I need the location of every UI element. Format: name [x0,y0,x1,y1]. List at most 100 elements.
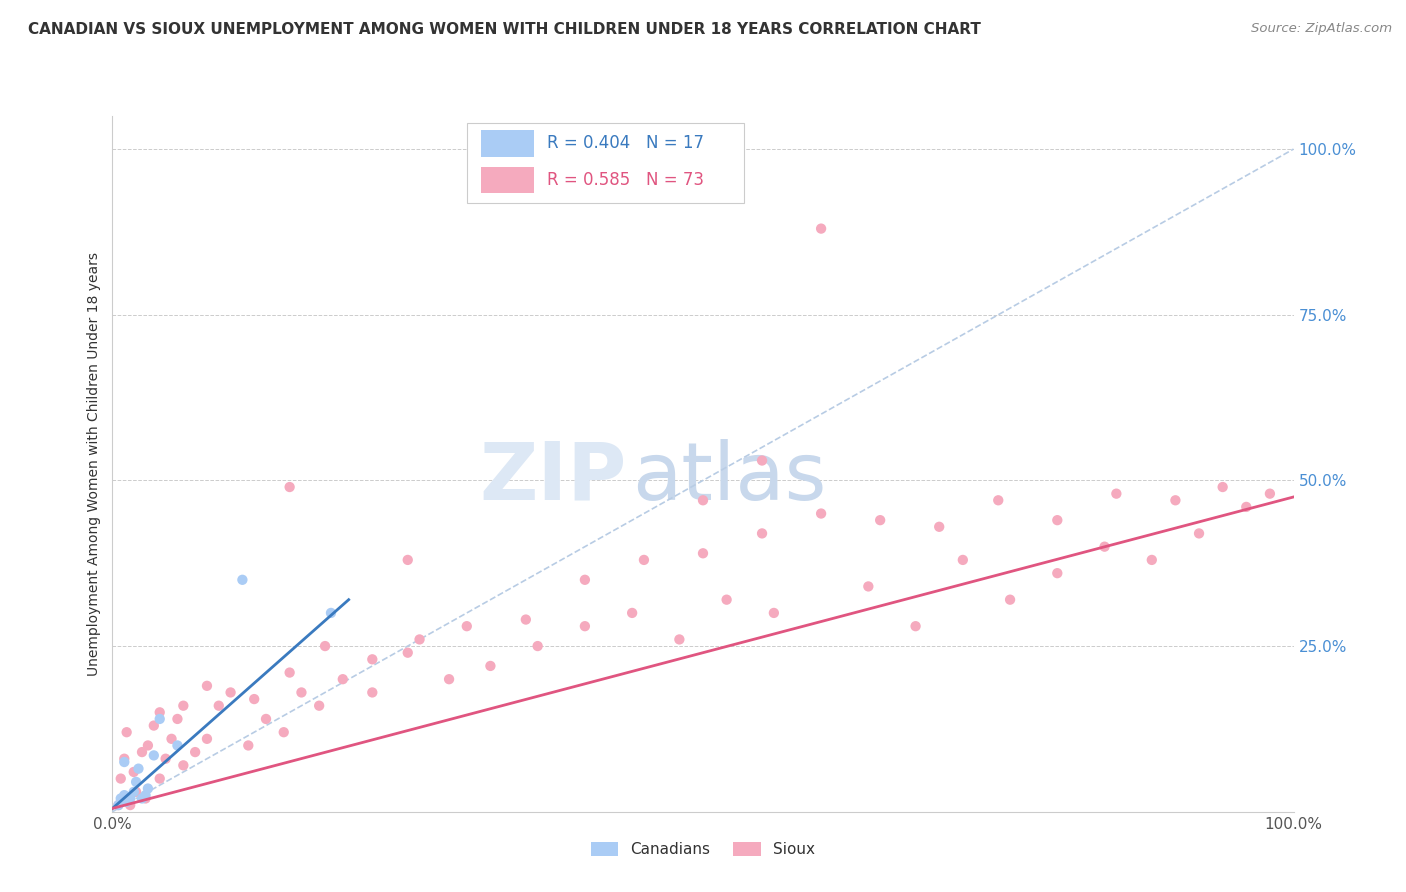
Point [408,632,430,647]
Point [125,775,148,789]
Point [136,781,159,796]
Point [396,646,419,660]
Point [290,685,312,699]
Point [127,762,149,776]
Point [243,692,266,706]
Point [716,592,738,607]
Point [574,619,596,633]
Point [574,573,596,587]
Point [115,795,138,809]
Point [668,632,690,647]
Point [361,652,384,666]
Point [135,791,157,805]
Point [515,613,537,627]
Point [1140,553,1163,567]
Point [120,798,142,813]
Point [319,606,342,620]
Point [479,659,502,673]
Point [184,745,207,759]
Point [278,480,301,494]
Point [254,712,277,726]
Point [810,507,832,521]
Point [155,752,177,766]
Point [166,739,188,753]
Point [633,553,655,567]
Point [1164,493,1187,508]
Point [122,785,145,799]
Point [142,718,165,732]
Point [952,553,974,567]
Point [125,785,148,799]
Point [166,712,188,726]
Point [904,619,927,633]
Point [142,748,165,763]
Point [858,579,880,593]
Point [692,546,714,560]
Point [869,513,891,527]
FancyBboxPatch shape [467,123,744,203]
Point [998,592,1021,607]
Point [112,788,135,802]
Point [149,772,172,786]
Point [621,606,644,620]
Point [107,798,129,813]
Point [456,619,478,633]
Point [110,772,132,786]
Point [278,665,301,680]
Y-axis label: Unemployment Among Women with Children Under 18 years: Unemployment Among Women with Children U… [87,252,101,676]
Point [160,731,183,746]
Point [928,520,950,534]
Point [112,755,135,769]
Point [120,791,142,805]
Point [526,639,548,653]
FancyBboxPatch shape [481,130,534,156]
Point [810,221,832,235]
Point [231,573,253,587]
Point [1258,486,1281,500]
Text: CANADIAN VS SIOUX UNEMPLOYMENT AMONG WOMEN WITH CHILDREN UNDER 18 YEARS CORRELAT: CANADIAN VS SIOUX UNEMPLOYMENT AMONG WOM… [28,22,981,37]
Text: ZIP: ZIP [479,439,626,516]
Point [136,739,159,753]
Point [195,679,218,693]
Point [1046,513,1069,527]
Point [112,752,135,766]
Point [131,791,153,805]
Point [107,798,129,813]
Point [361,685,384,699]
Point [1105,486,1128,500]
Point [149,712,172,726]
Point [149,706,172,720]
Point [1234,500,1257,514]
Point [762,606,785,620]
Point [135,788,157,802]
Point [1094,540,1116,554]
Legend: Canadians, Sioux: Canadians, Sioux [585,836,821,863]
Point [131,745,153,759]
Point [987,493,1010,508]
Point [308,698,330,713]
FancyBboxPatch shape [481,167,534,194]
Point [110,791,132,805]
Point [314,639,336,653]
Point [1188,526,1211,541]
Text: Source: ZipAtlas.com: Source: ZipAtlas.com [1251,22,1392,36]
Point [115,725,138,739]
Point [273,725,295,739]
Point [437,672,460,686]
Text: R = 0.585   N = 73: R = 0.585 N = 73 [547,171,704,189]
Point [1046,566,1069,581]
Point [122,764,145,779]
Point [172,758,194,772]
Point [751,526,773,541]
Point [332,672,354,686]
Point [751,453,773,467]
Point [1212,480,1234,494]
Point [692,493,714,508]
Point [238,739,260,753]
Point [219,685,242,699]
Point [172,698,194,713]
Point [396,553,419,567]
Text: atlas: atlas [633,439,827,516]
Text: R = 0.404   N = 17: R = 0.404 N = 17 [547,135,704,153]
Point [208,698,231,713]
